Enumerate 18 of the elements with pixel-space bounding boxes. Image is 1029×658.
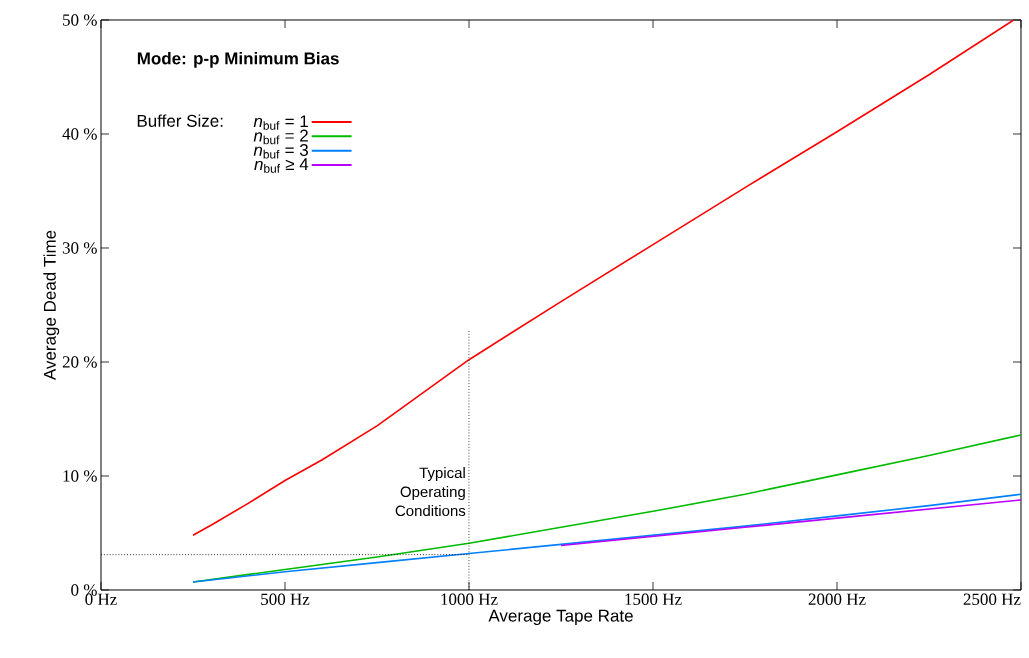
x-tick-label: 1500 Hz [625,593,682,605]
y-tick-label: 30 % [62,242,97,254]
x-axis-title: Average Tape Rate [488,609,633,626]
y-axis-title: Average Dead Time [43,230,60,381]
y-tick-label: 20 % [62,356,97,368]
x-tick-label: 500 Hz [261,593,310,605]
legend-title: Buffer Size: [137,114,223,127]
x-tick-label: 1000 Hz [441,593,498,605]
y-tick-label: 40 % [62,128,97,140]
legend-label: n$_{buf}$ = 2 [253,129,308,145]
y-tick-label: 10 % [63,470,97,482]
ref-line-label: Typical Operating Conditions [395,467,466,517]
x-tick-label: 2000 Hz [808,593,866,605]
y-tick-label: 50 % [63,14,97,26]
legend-label: n$_{buf}$ ≥ 4 [254,158,309,173]
x-tick-label: 2500 Hz [963,593,1021,605]
text: Mode: p-p Minimum Bias [137,51,339,68]
legend-label: n$_{buf}$ = 1 [253,115,308,130]
